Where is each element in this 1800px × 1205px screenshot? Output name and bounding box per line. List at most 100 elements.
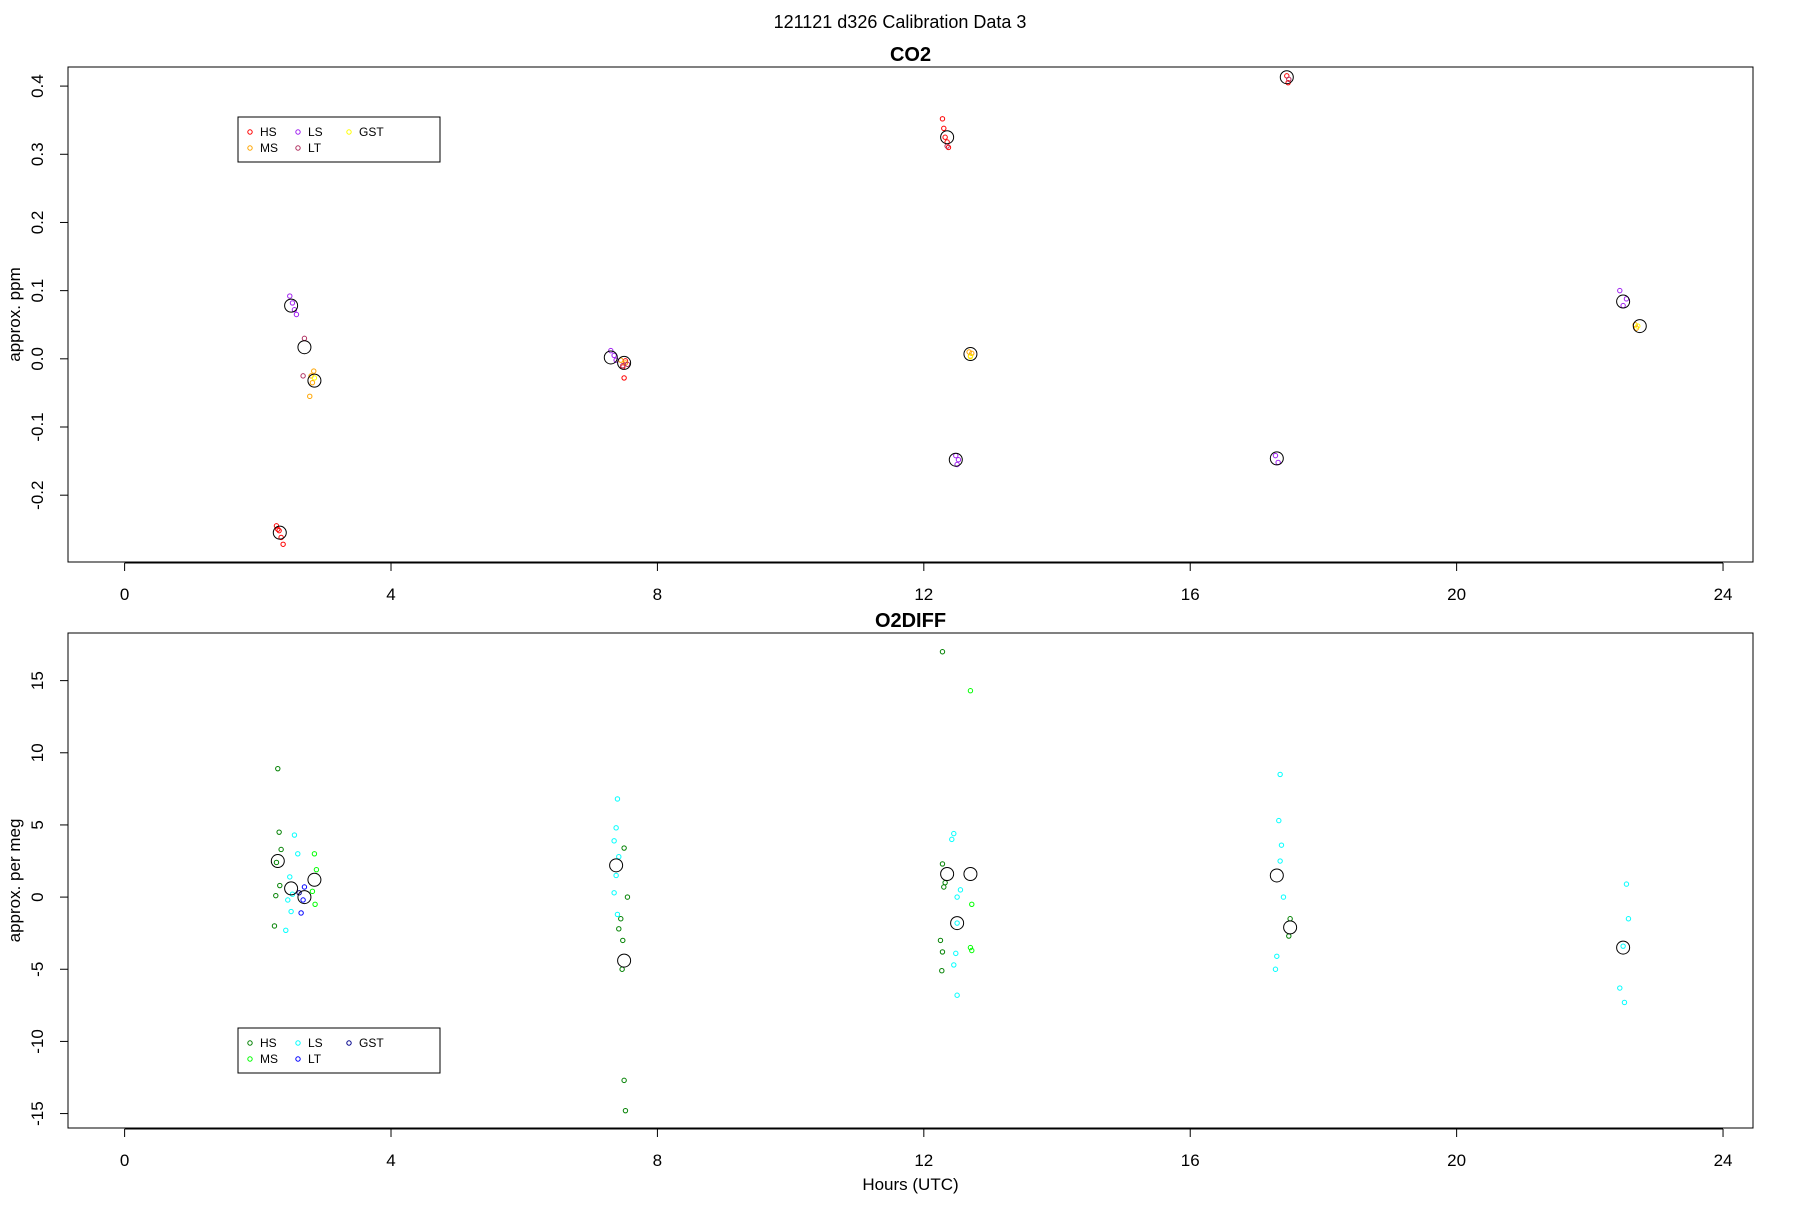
x-tick-label: 0 (120, 585, 129, 604)
data-point-lt (1286, 76, 1292, 82)
o2diff-panel: O2DIFF 0 4 8 12 16 20 24 -15 -10 -5 0 5 10 15 approx. p… (5, 610, 1754, 1194)
mean-marker (948, 452, 963, 467)
legend-label: GST (359, 1036, 384, 1050)
legend-marker (346, 129, 352, 135)
data-point-lt (620, 362, 626, 369)
x-tick-label: 4 (386, 1151, 395, 1170)
data-point-ls (1620, 302, 1626, 309)
y-tick-label: 0.1 (28, 279, 47, 303)
mean-marker (307, 373, 322, 388)
data-point-hs (941, 884, 947, 890)
legend-label: HS (260, 125, 277, 139)
y-tick-label: 10 (28, 743, 47, 762)
y-axis-label: approx. per meg (5, 819, 24, 943)
data-point-hs (939, 861, 946, 867)
data-point-ms (311, 851, 318, 857)
mean-marker (940, 130, 955, 145)
data-point-ls (1278, 842, 1285, 848)
legend-box (237, 116, 441, 163)
data-point-ls (951, 830, 957, 837)
data-point-lt (301, 335, 308, 342)
mean-marker (1616, 940, 1631, 955)
data-point-lt (624, 361, 631, 367)
panel-title: O2DIFF (875, 610, 946, 632)
data-point-ms (969, 350, 975, 357)
y-tick-label: 0.2 (28, 211, 47, 235)
data-point-ls (1280, 894, 1287, 900)
legend-marker (295, 145, 301, 151)
co2-panel: CO2 0 4 8 12 16 20 24 -0.2 -0.1 0.0 0.1 0.2 0.3 0.4 app… (5, 44, 1754, 604)
data-point-ls (951, 962, 957, 968)
x-tick-label: 12 (914, 1151, 933, 1170)
data-point-ls (287, 293, 293, 299)
data-point-hs (945, 144, 952, 151)
mean-marker (284, 881, 299, 896)
y-tick-label: 0 (28, 892, 47, 901)
data-point-hs (621, 1077, 627, 1084)
data-point-ls (953, 950, 959, 957)
data-point-lt (300, 373, 306, 379)
data-point-ms (969, 947, 975, 954)
data-point-ls (954, 461, 960, 468)
data-point-ms (311, 368, 317, 374)
data-point-gst (311, 375, 318, 381)
data-point-ms (967, 688, 974, 694)
mean-marker (1279, 70, 1294, 85)
legend-marker (247, 1040, 253, 1046)
mean-marker (609, 858, 624, 873)
data-point-ls (953, 452, 959, 459)
data-point-hs (618, 916, 624, 922)
data-point-ls (613, 872, 619, 879)
data-point-ls (1617, 985, 1623, 991)
mean-marker (272, 525, 287, 540)
data-point-ms (313, 866, 320, 873)
data-point-ms (969, 901, 975, 908)
data-point-hs (942, 879, 948, 886)
data-point-hs (278, 534, 284, 541)
data-point-hs (275, 765, 281, 772)
data-point-ms (307, 393, 313, 400)
data-point-hs (275, 526, 281, 532)
data-point-ms (967, 944, 974, 951)
data-point-ms (312, 901, 318, 908)
mean-marker (603, 350, 618, 365)
legend-marker (247, 129, 253, 135)
data-point-ls (1620, 943, 1626, 949)
data-point-ls (1621, 999, 1628, 1006)
data-point-hs (276, 527, 282, 534)
mean-marker (1283, 920, 1298, 935)
x-tick-label: 8 (653, 1151, 662, 1170)
data-point-lt (300, 897, 306, 903)
legend-label: LT (308, 141, 322, 155)
mean-marker (270, 854, 285, 869)
mean-marker (940, 867, 955, 882)
data-point-ls (1272, 966, 1279, 972)
y-tick-label: -0.1 (28, 412, 47, 441)
y-tick-label: -5 (28, 962, 47, 977)
data-point-ls (611, 352, 617, 359)
data-point-ls (291, 832, 298, 838)
data-point-hs (277, 882, 283, 889)
legend-marker (295, 1056, 301, 1062)
y-tick-label: 0.0 (28, 347, 47, 371)
data-point-ls (288, 908, 294, 915)
legend-label: HS (260, 1036, 277, 1050)
legend-label: MS (260, 1052, 278, 1066)
data-point-ls (611, 890, 617, 896)
data-point-hs (278, 846, 284, 853)
data-point-hs (273, 859, 280, 866)
mean-marker (1616, 294, 1631, 309)
y-tick-label: 0.3 (28, 142, 47, 166)
data-point-hs (271, 923, 278, 929)
data-point-hs (942, 134, 948, 140)
data-point-ls (285, 897, 291, 903)
mean-marker (1269, 451, 1284, 466)
mean-marker (617, 953, 632, 968)
x-tick-label: 24 (1714, 585, 1733, 604)
panel-title: CO2 (890, 44, 931, 66)
data-point-hs (620, 937, 626, 944)
data-point-ls (283, 927, 289, 933)
y-tick-label: -10 (28, 1029, 47, 1054)
